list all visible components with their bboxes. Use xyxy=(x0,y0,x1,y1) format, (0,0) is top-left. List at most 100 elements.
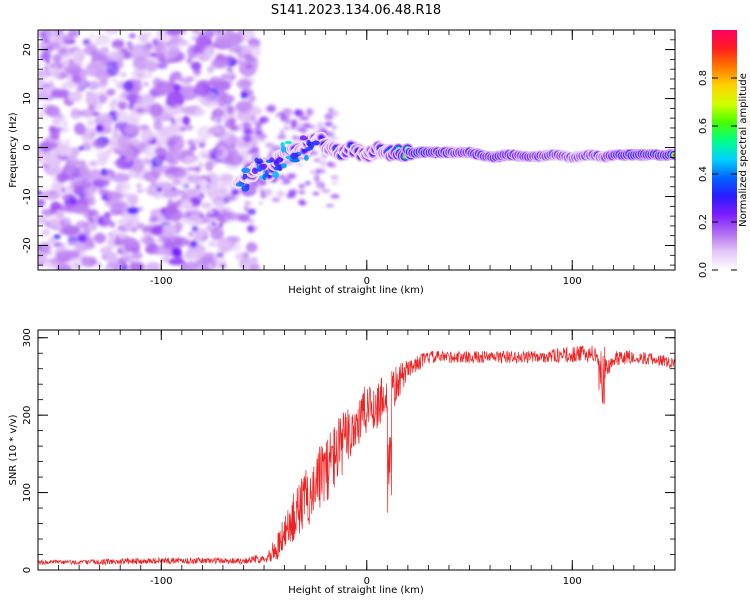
noise-blob xyxy=(50,89,70,99)
noise-blob xyxy=(195,86,204,90)
transition-blob xyxy=(242,122,251,127)
x-tick-label: -100 xyxy=(150,276,173,287)
ridge-fragment xyxy=(300,135,307,140)
ridge-fragment xyxy=(274,159,279,166)
ridge-fragment xyxy=(255,158,259,163)
transition-blob xyxy=(330,176,338,180)
noise-blob xyxy=(183,252,198,260)
noise-blob xyxy=(216,238,233,252)
snr-background xyxy=(38,330,675,570)
colorbar-label: Normalized spectral amplitude xyxy=(738,73,749,227)
noise-blob xyxy=(131,228,137,233)
noise-blob xyxy=(226,138,236,147)
noise-blob xyxy=(166,174,172,178)
noise-blob xyxy=(36,87,43,93)
noise-blob xyxy=(231,189,239,195)
noise-blob xyxy=(64,218,71,224)
noise-blob xyxy=(144,236,154,246)
noise-blob xyxy=(92,139,108,148)
noise-blob xyxy=(114,147,119,154)
noise-blob xyxy=(120,72,127,77)
transition-blob xyxy=(316,168,321,174)
noise-blob xyxy=(44,214,52,218)
noise-blob xyxy=(225,154,244,166)
noise-blob xyxy=(210,159,218,166)
noise-blob xyxy=(73,185,85,195)
noise-blob xyxy=(63,193,72,199)
noise-blob xyxy=(247,209,256,215)
noise-blob xyxy=(111,79,117,82)
noise-blob xyxy=(136,94,151,108)
noise-blob xyxy=(107,191,120,201)
colorbar-tick-label: 0.4 xyxy=(698,166,709,182)
noise-blob xyxy=(126,196,137,202)
transition-blob xyxy=(314,158,321,162)
transition-blob xyxy=(328,108,334,114)
transition-blob xyxy=(294,109,301,116)
noise-blob xyxy=(62,59,70,68)
colorbar-tick-label: 0.2 xyxy=(698,214,709,230)
transition-blob xyxy=(317,184,324,190)
y-tick-label: 300 xyxy=(22,328,33,347)
transition-blob xyxy=(332,126,337,129)
noise-blob xyxy=(57,155,62,159)
noise-blob xyxy=(191,36,197,40)
y-tick-label: -20 xyxy=(22,237,33,253)
transition-blob xyxy=(305,181,311,185)
noise-blob xyxy=(216,55,227,62)
noise-blob xyxy=(143,82,149,87)
noise-blob xyxy=(144,171,159,182)
noise-blob xyxy=(129,262,145,273)
noise-blob xyxy=(96,62,107,74)
noise-blob xyxy=(193,234,203,241)
noise-blob xyxy=(44,66,49,70)
transition-blob xyxy=(320,169,325,174)
noise-blob xyxy=(45,105,60,117)
noise-blob xyxy=(90,33,95,39)
noise-blob xyxy=(207,179,212,182)
transition-blob xyxy=(283,115,289,123)
y-tick-label: 0 xyxy=(22,144,33,150)
noise-blob xyxy=(208,241,216,247)
transition-blob xyxy=(243,136,247,140)
x-tick-label: -100 xyxy=(150,576,173,587)
noise-blob xyxy=(88,45,95,52)
noise-blob xyxy=(110,221,116,228)
noise-blob xyxy=(207,264,212,269)
noise-blob xyxy=(63,122,68,126)
noise-blob xyxy=(41,70,48,75)
noise-blob xyxy=(153,39,159,46)
noise-blob xyxy=(77,234,87,243)
snr-x-axis-label: Height of straight line (km) xyxy=(288,585,424,596)
noise-blob xyxy=(156,165,169,172)
noise-blob xyxy=(54,146,68,157)
transition-blob xyxy=(275,114,280,117)
transition-blob xyxy=(317,122,323,130)
noise-blob xyxy=(117,64,124,69)
noise-blob xyxy=(246,242,258,253)
noise-blob xyxy=(241,92,248,99)
noise-blob xyxy=(86,92,98,108)
noise-blob xyxy=(40,43,49,47)
noise-blob xyxy=(239,214,251,222)
noise-blob xyxy=(123,254,133,261)
noise-blob xyxy=(154,157,162,164)
y-tick-label: 0 xyxy=(22,567,33,573)
transition-blob xyxy=(300,191,305,194)
noise-blob xyxy=(193,166,200,172)
transition-blob xyxy=(326,204,334,207)
transition-blob xyxy=(279,130,285,135)
noise-blob xyxy=(194,84,211,97)
colorbar-tick-label: 0.6 xyxy=(698,118,709,134)
transition-blob xyxy=(300,129,307,133)
noise-blob xyxy=(116,183,131,191)
noise-blob xyxy=(203,257,213,264)
noise-blob xyxy=(201,202,213,209)
transition-blob xyxy=(269,149,275,153)
noise-blob xyxy=(150,103,163,117)
noise-blob xyxy=(213,108,224,118)
transition-blob xyxy=(313,192,320,196)
noise-blob xyxy=(48,79,54,84)
noise-blob xyxy=(203,46,214,57)
